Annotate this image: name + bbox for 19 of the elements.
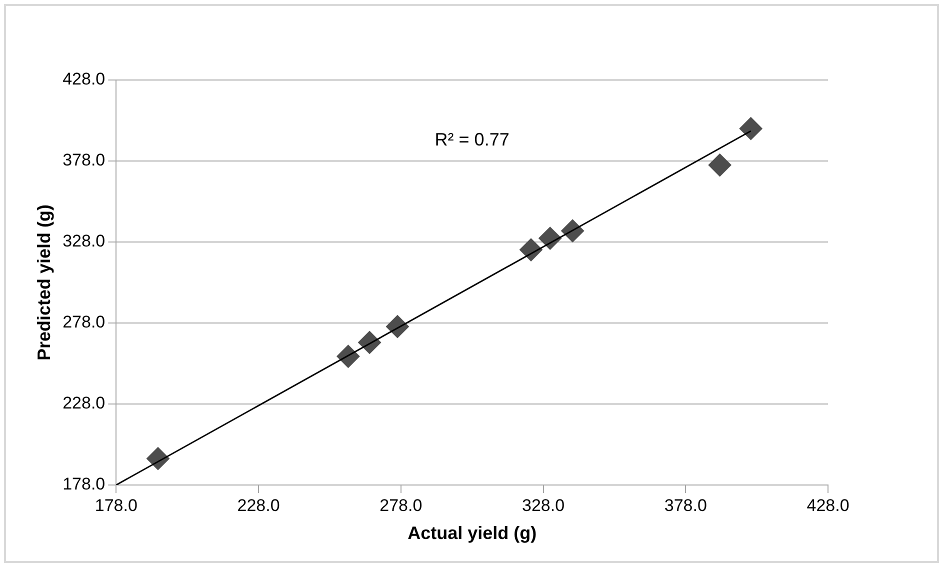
annotation: R² = 0.77 (434, 130, 510, 150)
y-tick-label: 178.0 (62, 474, 106, 494)
point (358, 330, 382, 354)
y-tick-label: 278.0 (62, 312, 106, 332)
y-tick-label: 328.0 (62, 232, 106, 251)
y-tick-label: 378.0 (62, 150, 106, 170)
y-axis-title: Predicted yield (g) (34, 204, 54, 361)
y-tick-label: 428.0 (62, 70, 106, 89)
point (708, 154, 732, 177)
x-tick-label: 278.0 (380, 496, 422, 515)
point (739, 117, 762, 140)
x-tick-label: 328.0 (522, 496, 565, 515)
point (538, 226, 562, 250)
x-tick-label: 228.0 (237, 496, 280, 515)
y-tick-label: 228.0 (62, 394, 106, 413)
x-axis-title: Actual yield (g) (408, 523, 537, 544)
x-tick-label: 428.0 (806, 496, 850, 515)
x-tick-label: 378.0 (664, 496, 707, 515)
x-tick-label: 178.0 (94, 496, 138, 515)
